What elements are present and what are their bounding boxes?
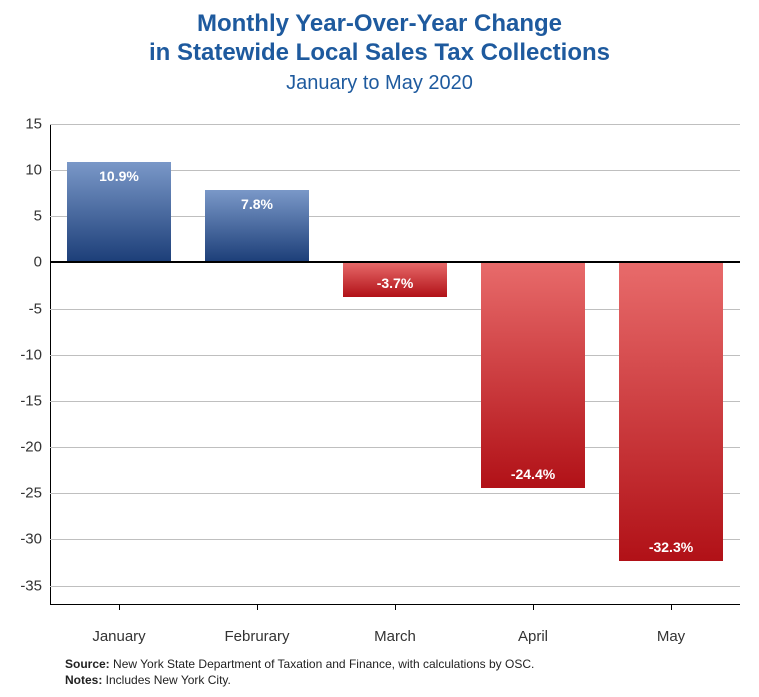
bar: -24.4% xyxy=(481,262,585,487)
bar-value-label: -3.7% xyxy=(377,275,414,291)
notes-text: Includes New York City. xyxy=(102,673,231,687)
x-tick-label: May xyxy=(657,628,685,645)
title-block: Monthly Year-Over-Year Change in Statewi… xyxy=(0,0,759,96)
subtitle: January to May 2020 xyxy=(0,70,759,96)
y-tick-label: -30 xyxy=(20,531,42,548)
y-tick-label: 0 xyxy=(34,254,42,271)
bar: 10.9% xyxy=(67,162,171,263)
bar-value-label: -32.3% xyxy=(649,539,693,555)
bar-value-label: 10.9% xyxy=(99,168,139,184)
title-line-1: Monthly Year-Over-Year Change xyxy=(0,10,759,39)
y-axis xyxy=(50,124,51,604)
x-tick-label: April xyxy=(518,628,548,645)
y-tick-label: -5 xyxy=(29,300,42,317)
notes-label: Notes: xyxy=(65,673,102,687)
title-line-2: in Statewide Local Sales Tax Collections xyxy=(0,39,759,68)
y-tick-label: -35 xyxy=(20,577,42,594)
y-tick-label: -10 xyxy=(20,346,42,363)
bar: -32.3% xyxy=(619,262,723,560)
x-tick-label: March xyxy=(374,628,416,645)
chart-container: Monthly Year-Over-Year Change in Statewi… xyxy=(0,0,759,697)
source-text: New York State Department of Taxation an… xyxy=(110,657,535,671)
gridline xyxy=(50,124,740,125)
source-label: Source: xyxy=(65,657,110,671)
plot-area: 151050-5-10-15-20-25-30-3510.9%January7.… xyxy=(50,124,740,604)
gridline xyxy=(50,586,740,587)
y-tick-label: -20 xyxy=(20,439,42,456)
source-line: Source: New York State Department of Tax… xyxy=(65,656,534,672)
x-tick-label: Februrary xyxy=(224,628,289,645)
y-tick-label: 10 xyxy=(25,162,42,179)
bar: -3.7% xyxy=(343,262,447,296)
bar-value-label: 7.8% xyxy=(241,196,273,212)
chart-footer: Source: New York State Department of Tax… xyxy=(65,656,534,688)
y-tick-label: 15 xyxy=(25,116,42,133)
x-tick-label: January xyxy=(92,628,145,645)
notes-line: Notes: Includes New York City. xyxy=(65,672,534,688)
x-axis-baseline xyxy=(50,604,740,605)
bar: 7.8% xyxy=(205,190,309,262)
y-tick-label: -15 xyxy=(20,392,42,409)
bar-value-label: -24.4% xyxy=(511,466,555,482)
y-tick-label: -25 xyxy=(20,485,42,502)
y-tick-label: 5 xyxy=(34,208,42,225)
zero-axis xyxy=(50,261,740,263)
